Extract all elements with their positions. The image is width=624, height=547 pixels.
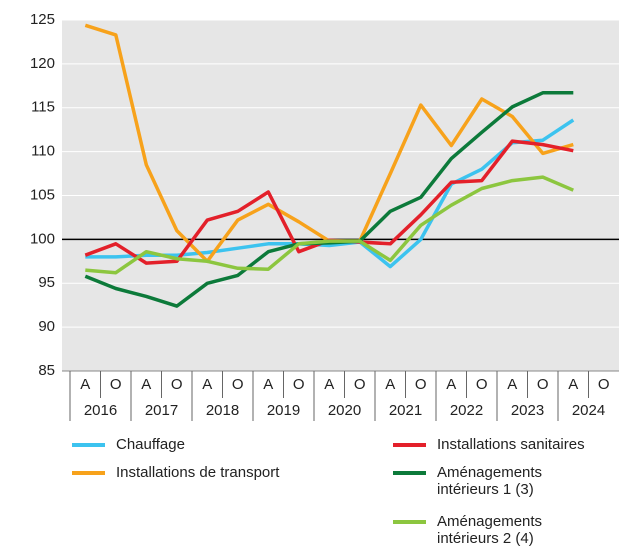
x-tick-label: A [568,376,578,393]
x-tick-label: O [537,376,549,393]
x-tick-label: O [110,376,122,393]
x-tick-label: O [354,376,366,393]
legend-label: Installations sanitaires [437,436,585,453]
series-line [84,91,574,308]
year-label: 2024 [572,402,605,419]
x-tick-label: A [80,376,90,393]
legend-label: Aménagements intérieurs 2 (4) [437,513,543,547]
year-label: 2022 [450,402,483,419]
series-line [85,175,574,275]
y-tick-label: 115 [31,99,55,116]
x-tick-label: A [202,376,212,393]
year-label: 2020 [328,402,361,419]
y-tick-label: 95 [38,274,55,291]
legend-label: Installations de transport [116,464,280,481]
legend-label: Aménagements intérieurs 1 (3) [437,464,543,498]
x-tick-label: O [171,376,183,393]
x-tick-label: A [263,376,273,393]
legend-label: Chauffage [116,436,185,453]
y-tick-label: 105 [30,186,55,203]
year-label: 2016 [84,402,117,419]
x-tick-label: A [141,376,151,393]
y-tick-label: 120 [30,55,55,72]
y-tick-label: 100 [30,230,55,247]
year-label: 2023 [511,402,544,419]
x-tick-label: O [293,376,305,393]
y-tick-label: 110 [31,143,55,160]
x-tick-label: O [476,376,488,393]
x-tick-label: A [507,376,517,393]
year-label: 2019 [267,402,300,419]
y-tick-label: 90 [38,318,55,335]
y-tick-label: 85 [38,362,55,379]
x-tick-label: A [385,376,395,393]
year-label: 2017 [145,402,178,419]
year-label: 2018 [206,402,239,419]
y-tick-label: 125 [30,11,55,28]
x-tick-label: A [446,376,456,393]
x-tick-label: O [598,376,610,393]
x-tick-label: A [324,376,334,393]
x-tick-label: O [232,376,244,393]
x-tick-label: O [415,376,427,393]
year-label: 2021 [389,402,422,419]
